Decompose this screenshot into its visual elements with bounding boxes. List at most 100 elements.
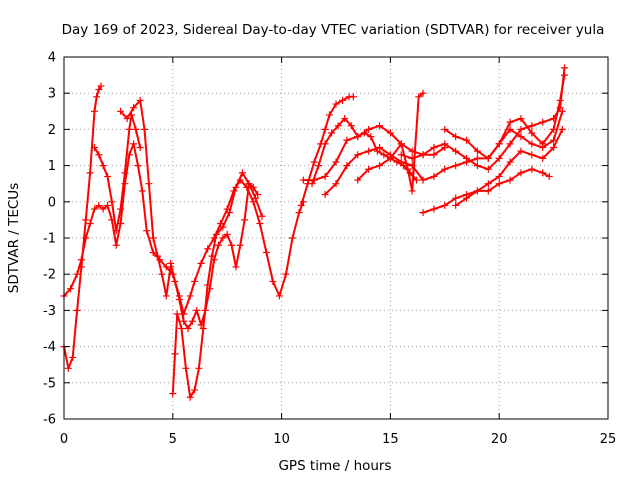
series-sat-m [441, 71, 568, 162]
data-point [325, 111, 333, 119]
data-point [473, 147, 481, 155]
data-point [560, 71, 568, 79]
data-point [93, 93, 101, 101]
data-point [343, 162, 351, 170]
series-sat-k [354, 89, 427, 195]
data-point [241, 216, 249, 224]
series-sat-d [117, 96, 175, 300]
data-point [354, 176, 362, 184]
data-point [365, 125, 373, 133]
grid [64, 57, 608, 419]
series-line [63, 85, 102, 370]
data-point [528, 151, 536, 159]
data-point [232, 183, 240, 191]
data-point [376, 162, 384, 170]
y-tick-label: 1 [48, 159, 56, 174]
x-tick-label: 0 [60, 432, 68, 447]
y-tick-label: -3 [43, 304, 56, 319]
data-point [430, 205, 438, 213]
data-point [99, 205, 107, 213]
data-point [517, 133, 525, 141]
data-point [315, 162, 323, 170]
data-point [117, 107, 125, 115]
data-point [376, 122, 384, 130]
y-tick-label: -5 [43, 376, 56, 391]
data-point [136, 144, 144, 151]
data-point [452, 201, 460, 209]
series-sat-c [90, 111, 144, 235]
data-point [171, 277, 179, 285]
y-tick-label: 2 [48, 123, 56, 138]
data-point [132, 125, 140, 133]
data-point [254, 191, 262, 199]
data-point [545, 172, 553, 180]
data-point [517, 115, 525, 123]
data-point [90, 205, 98, 213]
data-point [123, 115, 131, 123]
data-point [517, 147, 525, 155]
data-point [332, 158, 340, 166]
data-point [506, 118, 514, 126]
data-point [430, 172, 438, 180]
data-point [180, 317, 188, 325]
data-point [212, 230, 220, 238]
data-point [550, 144, 558, 151]
x-tick-label: 25 [600, 432, 617, 447]
x-tick-label: 15 [382, 432, 399, 447]
data-point [367, 133, 375, 141]
axis-ticks: 0 5 10 15 20 25 -6 -5 -4 -3 -2 -1 0 1 2 3 4 [43, 51, 616, 448]
y-tick-label: -6 [43, 413, 56, 428]
data-point [295, 209, 303, 217]
data-point [173, 310, 181, 318]
data-point [130, 140, 138, 148]
data-point [308, 180, 316, 188]
data-point [560, 64, 568, 72]
data-point [175, 296, 183, 304]
data-point [197, 259, 205, 267]
data-point [90, 107, 98, 115]
data-point [97, 82, 105, 90]
series-sat-a [60, 140, 307, 318]
data-point [99, 162, 107, 170]
data-point [288, 234, 296, 242]
data-point [262, 248, 270, 256]
data-point [145, 180, 153, 188]
data-point [365, 147, 373, 155]
data-point [419, 151, 427, 159]
data-point [528, 122, 536, 130]
series-line [300, 95, 355, 207]
data-point [90, 144, 98, 151]
data-point [441, 201, 449, 209]
data-point [182, 364, 190, 372]
data-point [73, 270, 81, 278]
data-point [506, 125, 514, 133]
y-tick-label: 3 [48, 87, 56, 102]
data-point [297, 201, 305, 209]
data-point [232, 263, 240, 271]
data-point [452, 162, 460, 170]
x-tick-label: 20 [491, 432, 508, 447]
data-point [452, 133, 460, 141]
data-point [380, 151, 388, 159]
data-point [143, 227, 151, 235]
data-point [130, 104, 138, 112]
data-point [332, 100, 340, 108]
data-point [69, 353, 77, 361]
data-point [408, 187, 416, 195]
data-point [184, 325, 192, 332]
data-point [95, 86, 103, 94]
data-point [275, 292, 283, 300]
data-point [452, 147, 460, 155]
data-point [204, 281, 212, 289]
data-point [517, 169, 525, 177]
data-point [178, 325, 186, 332]
data-point [249, 198, 257, 206]
data-point [191, 386, 199, 394]
data-point [419, 89, 427, 97]
data-point [95, 201, 103, 209]
data-point [550, 125, 558, 133]
data-point [332, 180, 340, 188]
data-point [321, 125, 329, 133]
data-point [138, 187, 146, 195]
data-point [397, 151, 405, 159]
